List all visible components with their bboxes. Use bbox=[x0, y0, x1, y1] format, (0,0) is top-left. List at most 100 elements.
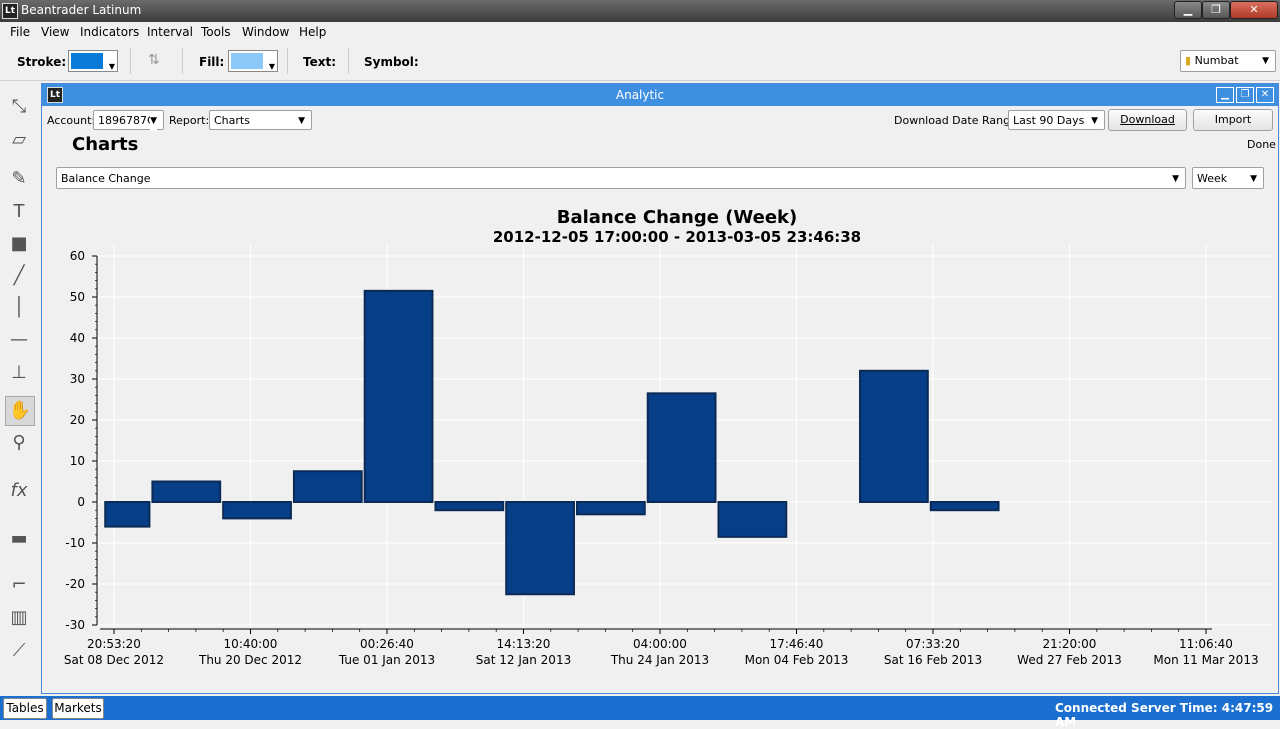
x-tick-date-label: Mon 04 Feb 2013 bbox=[745, 653, 849, 667]
import-button[interactable]: Import bbox=[1193, 109, 1273, 131]
menu-interval[interactable]: Interval bbox=[147, 25, 193, 39]
x-tick-time-label: 04:00:00 bbox=[633, 637, 687, 651]
report-select[interactable]: Charts ▼ bbox=[209, 110, 312, 130]
bar bbox=[646, 392, 717, 504]
bar-chart-tool-icon[interactable]: ▥ bbox=[10, 607, 28, 628]
drawing-tools-sidebar: ⤡ ▱ ✎ T ■ ╱ │ — ⊥ ✋ ⚲ fx ▬ ⌐ ▥ ⟋ bbox=[0, 81, 40, 693]
period-select-value: Week bbox=[1197, 172, 1228, 185]
zoom-tool-icon[interactable]: ⚲ bbox=[12, 432, 26, 453]
app-logo-icon: Lt bbox=[2, 3, 18, 19]
report-label: Report: bbox=[169, 114, 210, 127]
account-select[interactable]: 1896787C ▼ bbox=[93, 110, 164, 131]
bar bbox=[151, 480, 222, 503]
bar bbox=[104, 501, 151, 528]
bar bbox=[717, 501, 788, 538]
cursor-tool-icon[interactable]: ⤡ bbox=[11, 96, 27, 117]
account-value: 1896787C bbox=[98, 114, 155, 127]
page-title: Charts bbox=[72, 134, 139, 155]
swap-colors-icon[interactable]: ⇅ bbox=[148, 52, 160, 68]
app-title-bar: Lt Beantrader Latinum ▁ ❐ ✕ bbox=[0, 0, 1280, 22]
x-tick-time-label: 17:46:40 bbox=[770, 637, 824, 651]
period-select[interactable]: Week ▼ bbox=[1192, 167, 1264, 189]
bar bbox=[859, 369, 929, 503]
y-tick-label: -30 bbox=[65, 618, 85, 632]
stroke-color-swatch bbox=[71, 53, 103, 69]
date-range-select[interactable]: Last 90 Days ▼ bbox=[1008, 110, 1105, 130]
status-bar: Tables Markets Connected Server Time: 4:… bbox=[0, 696, 1280, 729]
x-tick-date-label: Tue 01 Jan 2013 bbox=[338, 653, 435, 667]
chevron-down-icon: ▼ bbox=[268, 62, 275, 71]
text-label: Text: bbox=[303, 55, 337, 69]
eraser-tool-icon[interactable]: ▱ bbox=[12, 129, 26, 150]
chart-select-value: Balance Change bbox=[61, 172, 151, 185]
x-tick-time-label: 00:26:40 bbox=[360, 637, 414, 651]
menu-indicators[interactable]: Indicators bbox=[80, 25, 140, 39]
chevron-down-icon: ▼ bbox=[1172, 174, 1179, 184]
x-tick-date-label: Mon 11 Mar 2013 bbox=[1153, 653, 1258, 667]
chart-select[interactable]: Balance Change ▼ bbox=[56, 167, 1186, 189]
horizontal-line-tool-icon[interactable]: — bbox=[10, 329, 28, 350]
chevron-down-icon: ▼ bbox=[1262, 56, 1269, 66]
analytic-window: Lt Analytic ▁ ❐ ✕ Account: 1896787C ▼ Re… bbox=[41, 83, 1279, 694]
connection-status: Connected Server Time: 4:47:59 AM bbox=[1055, 701, 1280, 729]
analytic-title-bar: Lt Analytic ▁ ❐ ✕ bbox=[42, 84, 1278, 106]
function-tool-icon[interactable]: fx bbox=[10, 480, 28, 501]
bar bbox=[363, 289, 434, 503]
chart-tool-icon[interactable]: ⌐ bbox=[11, 574, 27, 595]
bar bbox=[505, 501, 575, 596]
y-tick-label: 0 bbox=[77, 495, 85, 509]
download-button[interactable]: Download bbox=[1108, 109, 1187, 131]
analytic-close-button[interactable]: ✕ bbox=[1256, 87, 1274, 103]
bar bbox=[929, 501, 1000, 512]
pen-tool-icon[interactable]: ✎ bbox=[11, 168, 27, 189]
x-tick-date-label: Sat 08 Dec 2012 bbox=[64, 653, 164, 667]
minimize-button[interactable]: ▁ bbox=[1174, 1, 1202, 19]
menu-window[interactable]: Window bbox=[242, 25, 290, 39]
y-tick-label: 60 bbox=[70, 249, 85, 263]
tables-button[interactable]: Tables bbox=[3, 698, 47, 719]
connection-label: Connected bbox=[1055, 701, 1127, 715]
analytic-minimize-button[interactable]: ▁ bbox=[1216, 87, 1234, 103]
markets-button[interactable]: Markets bbox=[52, 698, 104, 719]
fill-color-picker[interactable]: ▼ bbox=[228, 50, 278, 72]
close-button[interactable]: ✕ bbox=[1230, 1, 1278, 19]
analytic-maximize-button[interactable]: ❐ bbox=[1236, 87, 1254, 103]
menu-file[interactable]: File bbox=[10, 25, 31, 39]
menu-bar: File View Indicators Interval Tools Wind… bbox=[0, 22, 1280, 42]
chevron-down-icon: ▼ bbox=[150, 111, 157, 131]
x-tick-date-label: Wed 27 Feb 2013 bbox=[1017, 653, 1122, 667]
restore-button[interactable]: ❐ bbox=[1202, 1, 1230, 19]
toolbar-divider bbox=[287, 48, 288, 74]
menu-tools[interactable]: Tools bbox=[201, 25, 231, 39]
date-range-label: Download Date Range: bbox=[894, 114, 1021, 127]
toolbar-divider bbox=[130, 48, 131, 74]
line-tool-icon[interactable]: ╱ bbox=[13, 265, 25, 286]
x-tick-time-label: 20:53:20 bbox=[87, 637, 141, 651]
x-tick-time-label: 14:13:20 bbox=[497, 637, 551, 651]
stroke-color-picker[interactable]: ▼ bbox=[68, 50, 118, 72]
x-tick-date-label: Sat 12 Jan 2013 bbox=[476, 653, 571, 667]
report-value: Charts bbox=[214, 114, 250, 127]
hand-tool-icon[interactable]: ✋ bbox=[5, 396, 35, 426]
profile-select[interactable]: ▮ Numbat ▼ bbox=[1180, 50, 1276, 72]
status-text: Done bbox=[1247, 138, 1276, 151]
folder-icon: ▮ bbox=[1185, 54, 1192, 67]
x-tick-time-label: 11:06:40 bbox=[1179, 637, 1233, 651]
y-tick-label: -10 bbox=[65, 536, 85, 550]
y-tick-label: 50 bbox=[70, 290, 85, 304]
vertical-line-tool-icon[interactable]: │ bbox=[13, 297, 25, 318]
fill-label: Fill: bbox=[199, 55, 225, 69]
text-tool-icon[interactable]: T bbox=[13, 201, 25, 222]
chevron-down-icon: ▼ bbox=[108, 62, 115, 71]
account-label: Account: bbox=[47, 114, 96, 127]
line-chart-tool-icon[interactable]: ⟋ bbox=[12, 640, 26, 661]
app-title: Beantrader Latinum bbox=[21, 3, 142, 17]
toolbar-divider bbox=[348, 48, 349, 74]
stamp-tool-icon[interactable]: ⊥ bbox=[11, 362, 27, 383]
rectangle-tool-icon[interactable]: ■ bbox=[10, 233, 28, 254]
menu-help[interactable]: Help bbox=[299, 25, 327, 39]
menu-view[interactable]: View bbox=[41, 25, 70, 39]
symbol-label: Symbol: bbox=[364, 55, 419, 69]
panel-tool-icon[interactable]: ▬ bbox=[10, 528, 28, 549]
